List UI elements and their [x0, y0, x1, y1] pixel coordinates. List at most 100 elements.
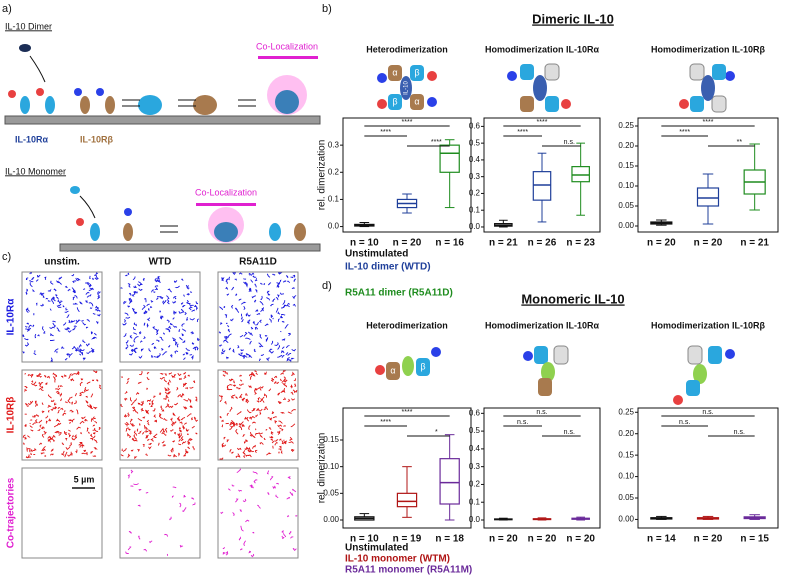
ligand [533, 75, 547, 101]
icon-homodimer-alpha-monomer [523, 345, 569, 396]
dye-blue [725, 349, 735, 359]
chart-title: Homodimerization IL-10Rβ [651, 320, 766, 330]
receptor-alpha [269, 223, 281, 241]
dye-red [673, 395, 683, 405]
micrograph [217, 271, 299, 363]
colocalization-label: Co-Localization [256, 41, 318, 51]
legend-entry: R5A11 dimer (R5A11D) [345, 288, 453, 299]
ligand [693, 364, 707, 384]
trajectories [218, 272, 297, 362]
y-tick-label: 0.15 [618, 450, 634, 459]
n-label: n = 23 [566, 238, 595, 249]
dye-red [427, 71, 437, 81]
panel-title: Monomeric IL-10 [521, 291, 624, 306]
n-label: n = 20 [489, 534, 518, 545]
panel-title: Dimeric IL-10 [532, 11, 614, 26]
y-tick-label: 0.6 [469, 408, 481, 417]
y-axis-label: rel. dimerization [317, 433, 328, 504]
dye-blue [431, 347, 441, 357]
subunit [520, 64, 534, 80]
micrograph [119, 467, 201, 559]
trajectories [218, 370, 298, 460]
chart-title: Heterodimerization [366, 44, 448, 54]
receptors-dimer [8, 44, 307, 115]
y-tick-label: 0.00 [323, 515, 339, 524]
dye-blue [74, 88, 82, 96]
trajectories [22, 272, 101, 362]
colocalization-label: Co-Localization [195, 187, 257, 197]
complex [193, 95, 217, 115]
y-axis-label: rel. dimerization [317, 140, 328, 211]
row-label: IL-10Rβ [6, 397, 17, 434]
y-tick-label: 0.05 [618, 201, 634, 210]
n-label: n = 16 [435, 238, 464, 249]
icon-homodimer-alpha [507, 63, 571, 112]
dye-blue [124, 208, 132, 216]
y-tick-label: 0.05 [618, 493, 634, 502]
box [532, 171, 552, 201]
micrograph [217, 467, 299, 559]
n-label: n = 14 [647, 534, 676, 545]
significance-label: **** [402, 119, 413, 126]
y-tick-label: 0.2 [469, 189, 481, 198]
plot-frame [637, 407, 779, 529]
subunit [520, 96, 534, 112]
receptor-alpha [20, 96, 30, 114]
significance-label: **** [703, 119, 714, 126]
receptor-label: IL-10Rα [15, 134, 49, 144]
box [439, 458, 460, 505]
column-label: WTD [149, 257, 172, 268]
dye-blue [377, 73, 387, 83]
dye-blue [427, 97, 437, 107]
icon-label: IL-10 [404, 81, 410, 95]
n-label: n = 26 [528, 238, 557, 249]
n-label: n = 19 [393, 534, 422, 545]
trajectories [120, 371, 198, 459]
panel-label: d) [322, 280, 332, 292]
panel-label: c) [2, 251, 11, 263]
subunit [410, 94, 424, 110]
dye-red [561, 99, 571, 109]
trajectories [22, 370, 102, 459]
subunit [534, 346, 548, 364]
subunit [386, 362, 400, 380]
y-tick-label: 0.10 [618, 472, 634, 481]
complex [214, 222, 238, 242]
colocalization-bar [196, 203, 256, 206]
column-label: unstim. [44, 257, 80, 268]
subunit [388, 65, 402, 81]
row-label: IL-10Rα [6, 298, 17, 336]
n-label: n = 10 [350, 534, 379, 545]
chart-title: Heterodimerization [366, 320, 448, 330]
y-tick-label: 0.2 [328, 167, 340, 176]
trajectories [125, 469, 196, 556]
dye-red [377, 99, 387, 109]
icon-label: α [414, 96, 419, 106]
subunit [553, 345, 569, 365]
y-tick-label: 0.25 [618, 407, 634, 416]
significance-label: **** [380, 129, 391, 136]
plot-frame [342, 407, 472, 529]
n-label: n = 20 [647, 238, 676, 249]
box [396, 492, 418, 508]
icon-homodimer-beta [679, 63, 735, 113]
significance-label: **** [380, 419, 391, 426]
legend-entry: IL-10 dimer (WTD) [345, 262, 431, 273]
colocalization-bar [258, 56, 318, 59]
y-tick-label: 0.0 [469, 222, 481, 231]
trajectories [220, 468, 298, 558]
icon-label: β [392, 96, 397, 106]
significance-label: **** [402, 409, 413, 416]
icon-label: α [390, 365, 395, 375]
micrograph [21, 467, 103, 559]
arrow [79, 195, 96, 219]
row-label: Co-trajectories [6, 477, 17, 548]
plot-frame [483, 407, 601, 529]
significance-label: **** [517, 129, 528, 136]
significance-label: **** [537, 119, 548, 126]
y-tick-label: 0.10 [323, 462, 339, 471]
y-tick-label: 0.00 [618, 515, 634, 524]
legend-entry: Unstimulated [345, 543, 408, 554]
dimer-title: IL-10 Dimer [5, 21, 52, 31]
micrograph [21, 369, 103, 461]
